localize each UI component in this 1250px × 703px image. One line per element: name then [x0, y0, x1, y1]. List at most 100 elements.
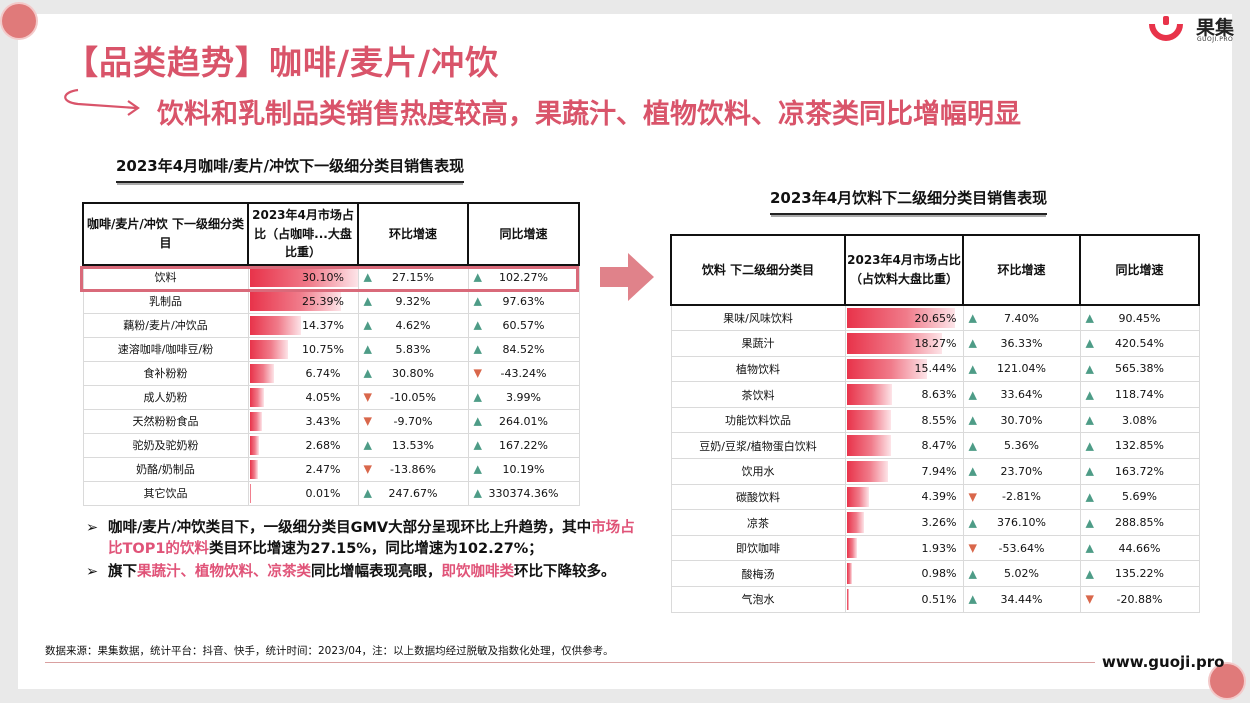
- share-value: 7.94%: [921, 464, 957, 478]
- up-arrow-icon: ▲: [363, 486, 372, 500]
- share-value: 4.05%: [305, 390, 341, 404]
- mom-cell-value: 23.70%: [1000, 464, 1043, 478]
- mom-cell-value: -9.70%: [393, 414, 433, 428]
- mom-cell: ▲ 121.04%: [962, 355, 1081, 383]
- category-name: 乳制品: [82, 288, 249, 314]
- table1-header-mom: 环比增速: [357, 202, 469, 266]
- up-arrow-icon: ▲: [968, 388, 977, 402]
- category-name: 气泡水: [670, 586, 846, 613]
- share-bar: [249, 363, 274, 383]
- share-value: 6.74%: [305, 366, 341, 380]
- share-bar: [249, 411, 262, 431]
- category-name: 酸梅汤: [670, 560, 846, 588]
- up-arrow-icon: ▲: [1085, 336, 1094, 350]
- share-value: 10.75%: [302, 342, 344, 356]
- decorative-dot-bottom-right: [1210, 664, 1244, 698]
- yoy-cell: ▲ 420.54%: [1079, 330, 1200, 357]
- mom-cell: ▼ -53.64%: [962, 534, 1081, 562]
- share-value: 4.39%: [921, 490, 957, 504]
- yoy-cell: ▲ 90.45%: [1079, 304, 1200, 332]
- share-bar: [249, 483, 251, 503]
- table-row: 气泡水 0.51% ▲ 34.44% ▼ -20.88%: [670, 586, 1200, 613]
- yoy-cell-value: 10.19%: [502, 462, 545, 476]
- yoy-cell-value: 84.52%: [502, 342, 545, 356]
- share-value: 18.27%: [914, 336, 957, 350]
- category-name: 植物饮料: [670, 355, 846, 383]
- table1-caption: 2023年4月咖啡/麦片/冲饮下一级细分类目销售表现: [116, 155, 465, 183]
- yoy-cell-value: 288.85%: [1115, 516, 1164, 530]
- share-bar: [846, 409, 892, 431]
- yoy-cell: ▲ 264.01%: [467, 408, 580, 434]
- mom-cell-value: 30.80%: [392, 366, 434, 380]
- mom-cell-value: 5.02%: [1004, 567, 1039, 581]
- up-arrow-icon: ▲: [1085, 567, 1094, 581]
- share-cell: 7.94%: [844, 458, 964, 485]
- yoy-cell-value: 44.66%: [1118, 541, 1161, 555]
- share-bar: [846, 435, 891, 457]
- up-arrow-icon: ▲: [363, 318, 372, 332]
- yoy-cell-value: 167.22%: [499, 438, 548, 452]
- table-row: 天然粉粉食品 3.43% ▼ -9.70% ▲ 264.01%: [82, 408, 580, 434]
- bullet-1: ➢ 咖啡/麦片/冲饮类目下，一级细分类目GMV大部分呈现环比上升趋势，其中市场占…: [86, 518, 646, 560]
- up-arrow-icon: ▲: [363, 294, 372, 308]
- yoy-cell-value: 420.54%: [1115, 336, 1164, 350]
- up-arrow-icon: ▲: [968, 336, 977, 350]
- up-arrow-icon: ▲: [968, 439, 977, 453]
- share-bar: [846, 308, 955, 329]
- yoy-cell: ▲ 10.19%: [467, 456, 580, 482]
- mom-cell: ▲ 36.33%: [962, 330, 1081, 357]
- mom-cell: ▲ 30.80%: [357, 360, 469, 386]
- mom-cell-value: -53.64%: [998, 541, 1045, 555]
- table-row: 饮用水 7.94% ▲ 23.70% ▲ 163.72%: [670, 458, 1200, 485]
- table2-header-yoy: 同比增速: [1079, 234, 1200, 306]
- mom-cell: ▲ 33.64%: [962, 381, 1081, 408]
- up-arrow-icon: ▲: [473, 414, 482, 428]
- up-arrow-icon: ▲: [363, 342, 372, 356]
- mom-cell-value: -10.05%: [390, 390, 436, 404]
- share-bar: [846, 333, 943, 354]
- yoy-cell: ▲ 118.74%: [1079, 381, 1200, 408]
- up-arrow-icon: ▲: [1085, 388, 1094, 402]
- table2-header-share: 2023年4月市场占比（占饮料大盘比重）: [844, 234, 964, 306]
- share-bar: [249, 268, 358, 287]
- logo-name: 果集: [1196, 17, 1235, 39]
- up-arrow-icon: ▲: [968, 311, 977, 325]
- table-row: 成人奶粉 4.05% ▼ -10.05% ▲ 3.99%: [82, 384, 580, 410]
- yoy-cell-value: 97.63%: [502, 294, 545, 308]
- yoy-cell: ▲ 565.38%: [1079, 355, 1200, 383]
- up-arrow-icon: ▲: [1085, 439, 1094, 453]
- down-arrow-icon: ▼: [363, 462, 372, 476]
- yoy-cell: ▲ 135.22%: [1079, 560, 1200, 588]
- share-bar: [846, 358, 928, 380]
- yoy-cell-value: 90.45%: [1118, 311, 1161, 325]
- share-cell: 3.43%: [247, 408, 359, 434]
- share-bar: [846, 384, 892, 405]
- yoy-cell-value: 3.08%: [1122, 413, 1157, 427]
- share-value: 15.44%: [914, 362, 957, 376]
- category-name: 天然粉粉食品: [82, 408, 249, 434]
- mom-cell: ▼ -13.86%: [357, 456, 469, 482]
- right-arrow-icon: [600, 253, 654, 301]
- category-name: 其它饮品: [82, 480, 249, 506]
- table-row: 即饮咖啡 1.93% ▼ -53.64% ▲ 44.66%: [670, 534, 1200, 562]
- up-arrow-icon: ▲: [473, 486, 482, 500]
- yoy-cell: ▲ 167.22%: [467, 432, 580, 458]
- category-name: 豆奶/豆浆/植物蛋白饮料: [670, 432, 846, 460]
- table-row: 酸梅汤 0.98% ▲ 5.02% ▲ 135.22%: [670, 560, 1200, 588]
- share-cell: 14.37%: [247, 312, 359, 338]
- up-arrow-icon: ▲: [968, 567, 977, 581]
- category-name: 功能饮料饮品: [670, 406, 846, 434]
- table-row: 其它饮品 0.01% ▲ 247.67% ▲ 330374.36%: [82, 480, 580, 506]
- category-name: 果味/风味饮料: [670, 304, 846, 332]
- table-row: 驼奶及驼奶粉 2.68% ▲ 13.53% ▲ 167.22%: [82, 432, 580, 458]
- yoy-cell: ▲ 3.08%: [1079, 406, 1200, 434]
- bullet2-text-b: 同比增幅表现亮眼，: [311, 564, 442, 580]
- highlight-box-top1: [80, 266, 579, 292]
- share-bar: [249, 315, 302, 335]
- table-row: 豆奶/豆浆/植物蛋白饮料 8.47% ▲ 5.36% ▲ 132.85%: [670, 432, 1200, 460]
- yoy-cell: ▲ 5.69%: [1079, 483, 1200, 511]
- category-name: 食补粉粉: [82, 360, 249, 386]
- share-value: 2.68%: [305, 438, 341, 452]
- up-arrow-icon: ▲: [1085, 311, 1094, 325]
- yoy-cell-value: 135.22%: [1115, 567, 1164, 581]
